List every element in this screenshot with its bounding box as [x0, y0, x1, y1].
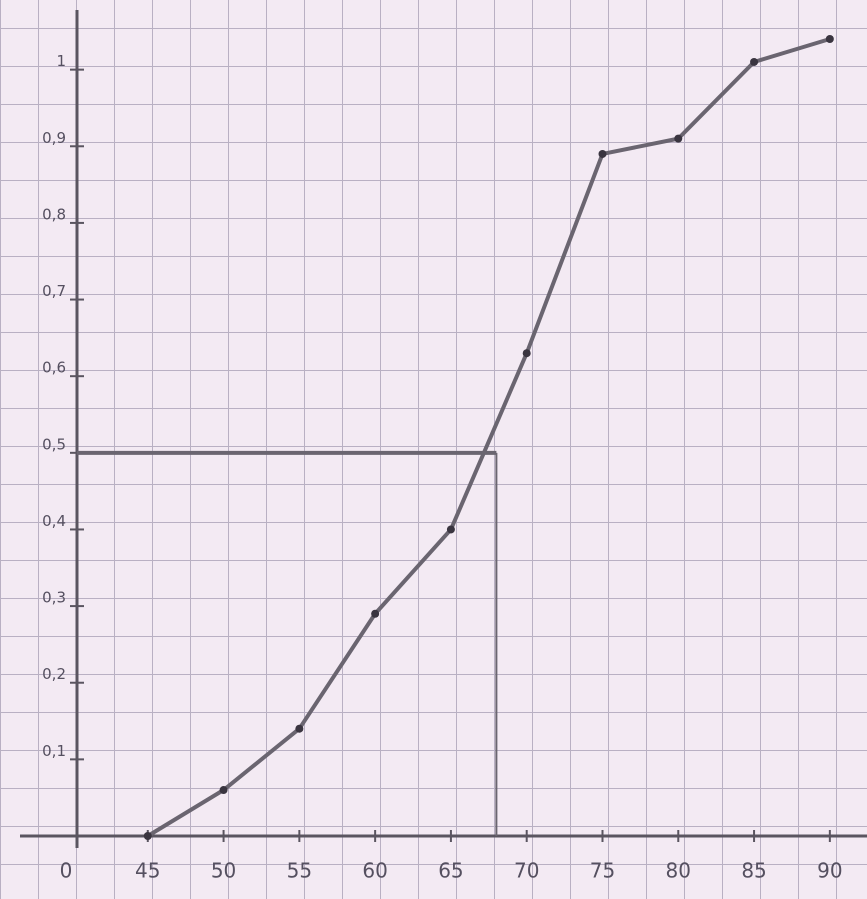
data-point	[598, 149, 607, 158]
data-point	[371, 609, 380, 618]
y-tick-label: 1	[56, 52, 66, 70]
x-tick-label: 90	[817, 859, 842, 883]
y-tick-label: 0,4	[42, 512, 66, 530]
data-point	[446, 525, 455, 534]
data-point	[522, 349, 531, 358]
x-tick-label: 60	[362, 859, 387, 883]
x-tick-label: 85	[741, 859, 766, 883]
y-tick-label: 0,6	[42, 359, 66, 377]
x-tick-label: 70	[514, 859, 539, 883]
data-point	[750, 57, 759, 66]
x-tick-label: 65	[438, 859, 463, 883]
data-point	[143, 832, 152, 840]
x-tick-label: 80	[666, 859, 691, 883]
y-tick-label: 0,3	[42, 589, 66, 607]
y-tick-label: 0,1	[42, 742, 66, 760]
x-tick-label: 45	[135, 859, 160, 883]
origin-label: 0	[60, 859, 73, 883]
y-tick-label: 0,2	[42, 665, 66, 683]
y-tick-label: 0,9	[42, 129, 66, 147]
y-tick-label: 0,5	[42, 435, 66, 453]
data-point	[674, 134, 683, 143]
data-point	[295, 724, 304, 733]
x-tick-label: 50	[211, 859, 236, 883]
x-tick-label: 55	[287, 859, 312, 883]
y-tick-label: 0,7	[42, 282, 66, 300]
data-point	[219, 786, 228, 795]
series-line	[146, 37, 831, 838]
data-point	[825, 34, 834, 43]
x-tick-label: 75	[590, 859, 615, 883]
y-tick-label: 0,8	[42, 205, 66, 223]
